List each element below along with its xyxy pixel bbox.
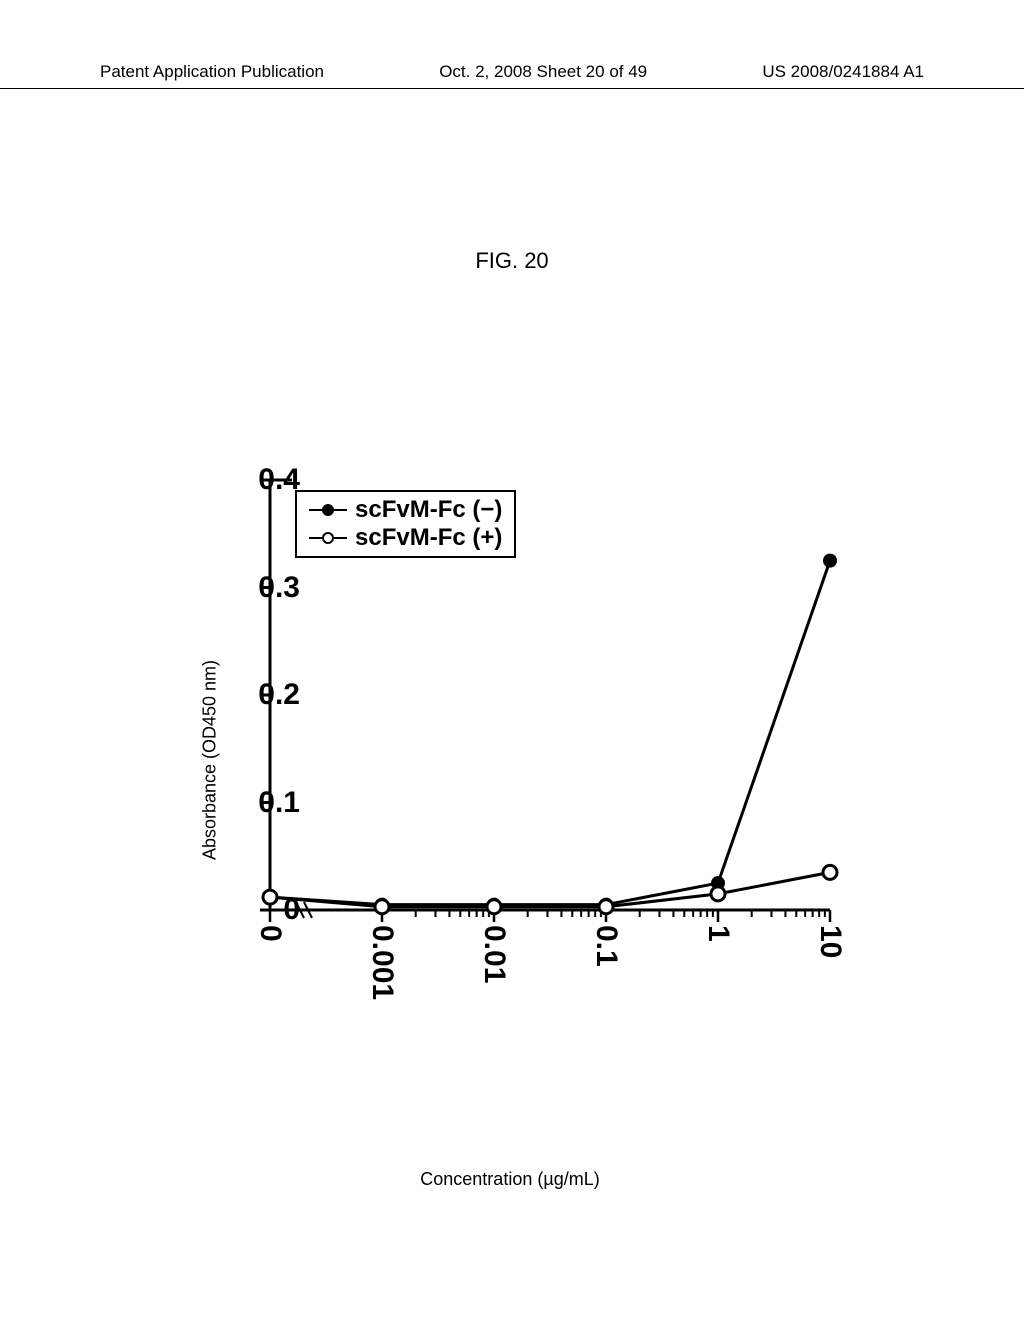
legend: scFvM-Fc (−) scFvM-Fc (+) [295,490,516,558]
legend-label-0: scFvM-Fc (−) [355,496,502,524]
x-tick: 10 [813,925,847,958]
header-sheet-info: Oct. 2, 2008 Sheet 20 of 49 [439,62,647,82]
x-tick: 0.1 [589,925,623,967]
x-tick: 0 [253,925,287,942]
x-axis-label: Concentration (µg/mL) [140,1169,880,1190]
x-tick: 0.01 [477,925,511,983]
y-axis-label: Absorbance (OD450 nm) [200,660,221,860]
legend-marker-filled [309,504,347,516]
x-tick: 1 [701,925,735,942]
header-publication: Patent Application Publication [100,62,324,82]
legend-label-1: scFvM-Fc (+) [355,524,502,552]
chart: Absorbance (OD450 nm) Concentration (µg/… [140,460,880,1060]
legend-row-0: scFvM-Fc (−) [309,496,502,524]
legend-marker-open [309,532,347,544]
page-header: Patent Application Publication Oct. 2, 2… [0,62,1024,89]
figure-title: FIG. 20 [0,248,1024,274]
legend-row-1: scFvM-Fc (+) [309,524,502,552]
x-tick: 0.001 [365,925,399,1000]
header-pub-number: US 2008/0241884 A1 [762,62,924,82]
